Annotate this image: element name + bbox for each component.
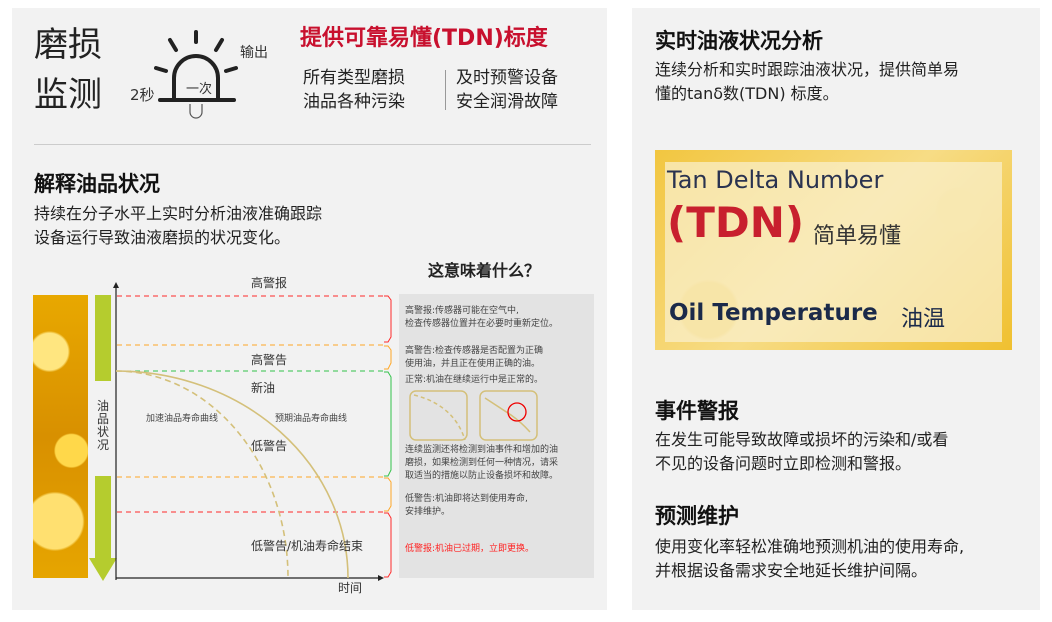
alarm-light-icon [154, 30, 238, 119]
section-text-1: 持续在分子水平上实时分析油液准确跟踪 [34, 204, 323, 223]
condition-arrow-head [89, 558, 117, 581]
feature-1a: 所有类型磨损 [303, 68, 405, 88]
expected-life-curve [115, 370, 349, 579]
bracket-low-warning [384, 477, 392, 512]
curve-accelerated-label: 加速油品寿命曲线 [146, 414, 219, 424]
note-low-warning-1: 低警告:机油即将达到使用寿命, [405, 494, 528, 504]
bracket-high-warning [384, 345, 392, 370]
bracket-normal [384, 371, 392, 477]
right-text-2: 懂的tanδ数(TDN) 标度。 [655, 84, 839, 103]
event-highlight-icon [507, 402, 527, 422]
note-high-warning-2: 使用油，并且正在使用正确的油。 [405, 359, 541, 369]
note-low-warning-2: 安排维护。 [405, 507, 451, 517]
tdn-card-line1: Tan Delta Number [667, 166, 884, 194]
note-high-alarm-2: 检查传感器位置并在必要时重新定位。 [405, 319, 559, 329]
title-line-2: 监测 [34, 75, 102, 115]
title-line-1: 磨损 [34, 25, 102, 65]
meaning-notes-box: 高警报:传感器可能在空气中, 检查传感器位置并在必要时重新定位。 高警告:检查传… [399, 294, 594, 578]
maintenance-text-2: 并根据设备需求安全地延长维护间隔。 [655, 561, 928, 580]
condition-arrow-shaft [95, 476, 111, 558]
note-high-alarm-1: 高警报:传感器可能在空气中, [405, 306, 519, 316]
accelerated-life-curve [115, 370, 289, 579]
event-title: 事件警报 [655, 399, 739, 423]
bracket-low-alarm [384, 512, 392, 578]
zone-high-warning: 高警告 [251, 353, 288, 367]
header-divider [34, 144, 591, 145]
note-high-warning-1: 高警告:检查传感器是否配置为正确 [405, 346, 544, 356]
zone-end-of-life: 低警告/机油寿命结束 [251, 539, 364, 553]
feature-divider [445, 70, 446, 110]
maintenance-text-1: 使用变化率轻松准确地预测机油的使用寿命, [655, 537, 965, 556]
curve-illustration [409, 390, 538, 441]
feature-2a: 及时预警设备 [456, 68, 558, 88]
tdn-card-temp-cn: 油温 [901, 307, 946, 332]
feature-2b: 安全润滑故障 [456, 92, 558, 112]
feature-1b: 油品各种污染 [303, 92, 405, 112]
alarm-output-label: 输出 [240, 45, 268, 61]
note-low-alarm: 低警报:机油已过期，立即更换。 [405, 544, 535, 554]
tdn-card-tdn: (TDN) [667, 198, 805, 247]
tdn-card-easy: 简单易懂 [813, 224, 902, 249]
tdn-card: Tan Delta Number (TDN) 简单易懂 Oil Temperat… [655, 150, 1012, 350]
event-text-2: 不见的设备问题时立即检测和警报。 [655, 454, 912, 473]
right-title: 实时油液状况分析 [655, 29, 823, 53]
alarm-once-label: 一次 [186, 82, 213, 97]
note-monitor-3: 取适当的措施以防止设备损坏和故障。 [405, 471, 559, 481]
right-text-1: 连续分析和实时跟踪油液状况，提供简单易 [655, 60, 960, 79]
maintenance-title: 预测维护 [655, 504, 739, 528]
x-axis-label: 时间 [338, 581, 363, 595]
note-monitor-2: 磨损，如果检测到任何一种情况，请采 [405, 458, 559, 468]
bracket-high-alarm [384, 295, 392, 343]
zone-high-alarm: 高警报 [251, 276, 288, 290]
condition-arrow-top [95, 295, 111, 381]
zone-new-oil: 新油 [251, 381, 276, 395]
oil-bubbles-image [33, 295, 88, 578]
tdn-card-temp: Oil Temperature [669, 300, 878, 326]
section-text-2: 设备运行导致油液磨损的状况变化。 [34, 228, 291, 247]
meaning-title: 这意味着什么？ [428, 261, 541, 280]
section-title: 解释油品状况 [34, 172, 160, 196]
note-monitor-1: 连续监测还将检测到油事件和增加的油 [405, 445, 559, 455]
curve-expected-label: 预期油品寿命曲线 [275, 414, 348, 424]
y-axis-label: 油品状况 [97, 399, 110, 452]
alarm-interval-label: 2秒 [130, 86, 155, 104]
zone-low-warning: 低警告 [251, 439, 288, 453]
oil-condition-chart [89, 282, 392, 581]
headline: 提供可靠易懂(TDN)标度 [300, 26, 548, 51]
note-normal: 正常:机油在继续运行中是正常的。 [405, 375, 544, 385]
event-text-1: 在发生可能导致故障或损坏的污染和/或看 [655, 430, 949, 449]
